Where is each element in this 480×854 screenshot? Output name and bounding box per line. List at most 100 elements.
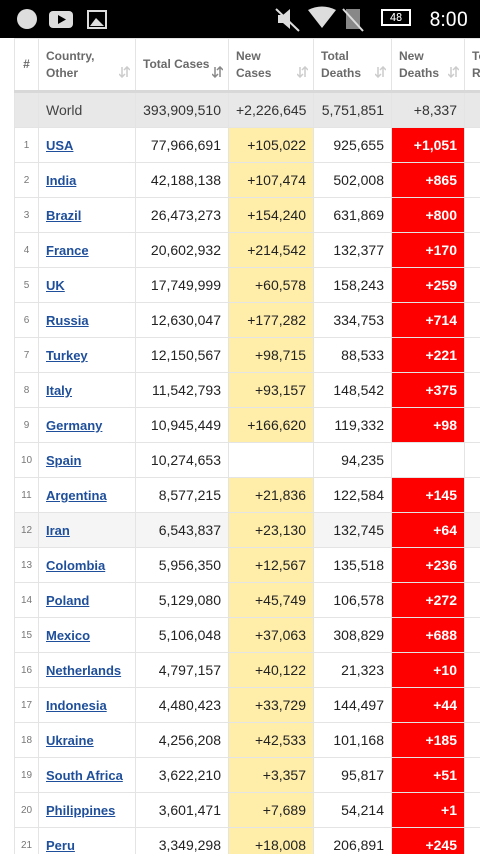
total-cases: 5,106,048: [135, 617, 229, 653]
total-cases: 11,542,793: [135, 372, 229, 408]
country: Iran: [38, 512, 136, 548]
total-deaths: 21,323: [313, 652, 392, 688]
new-deaths: +145: [391, 477, 465, 513]
country-row: 10 Spain 10,274,653 94,235: [14, 442, 480, 478]
country-link[interactable]: Russia: [46, 313, 89, 328]
total-deaths: 5,751,851: [313, 90, 392, 128]
row-number: 3: [14, 197, 39, 233]
column-header[interactable]: Country, Other: [38, 38, 136, 92]
country-link[interactable]: Turkey: [46, 348, 88, 363]
battery: 48: [381, 9, 411, 26]
country-link[interactable]: Brazil: [46, 208, 82, 223]
country-link[interactable]: Italy: [46, 383, 73, 398]
country-link[interactable]: Ukraine: [46, 733, 94, 748]
total-deaths: 95,817: [313, 757, 392, 793]
country-link[interactable]: Indonesia: [46, 698, 107, 713]
row-number: 16: [14, 652, 39, 688]
row-number: 10: [14, 442, 39, 478]
cell: [464, 512, 480, 548]
row-number: 11: [14, 477, 39, 513]
sort-icon: [297, 66, 308, 78]
total-deaths: 94,235: [313, 442, 392, 478]
column-header[interactable]: Total Cases: [135, 38, 229, 92]
column-header[interactable]: New Cases: [228, 38, 314, 92]
row-number: 20: [14, 792, 39, 828]
new-deaths: +800: [391, 197, 465, 233]
country-link[interactable]: Argentina: [46, 488, 107, 503]
country-row: 8 Italy 11,542,793 +93,157 148,542 +375: [14, 372, 480, 408]
new-deaths: +185: [391, 722, 465, 758]
country-link[interactable]: India: [46, 173, 77, 188]
country: Ukraine: [38, 722, 136, 758]
country-row: 15 Mexico 5,106,048 +37,063 308,829 +688: [14, 617, 480, 653]
country-link[interactable]: Peru: [46, 838, 75, 853]
total-cases: 3,349,298: [135, 827, 229, 854]
status-icons: [17, 9, 107, 29]
country-link[interactable]: Spain: [46, 453, 82, 468]
column-header[interactable]: Total Recovered: [464, 38, 480, 92]
new-deaths: +245: [391, 827, 465, 854]
total-cases: 393,909,510: [135, 90, 229, 128]
country-link[interactable]: Netherlands: [46, 663, 122, 678]
total-deaths: 925,655: [313, 127, 392, 163]
country: Mexico: [38, 617, 136, 653]
total-deaths: 308,829: [313, 617, 392, 653]
new-cases: +3,357: [228, 757, 314, 793]
country-link[interactable]: Mexico: [46, 628, 91, 643]
row-number: 4: [14, 232, 39, 268]
country: South Africa: [38, 757, 136, 793]
column-header[interactable]: Total Deaths: [313, 38, 392, 92]
row-number: 14: [14, 582, 39, 618]
row-number: 9: [14, 407, 39, 443]
country: Indonesia: [38, 687, 136, 723]
row-number: 5: [14, 267, 39, 303]
country-link[interactable]: UK: [46, 278, 65, 293]
new-deaths: [391, 442, 465, 478]
cell: [464, 127, 480, 163]
total-deaths: 101,168: [313, 722, 392, 758]
country-link[interactable]: Philippines: [46, 803, 116, 818]
total-deaths: 54,214: [313, 792, 392, 828]
cell: [464, 162, 480, 198]
total-cases: 26,473,273: [135, 197, 229, 233]
new-deaths: +236: [391, 547, 465, 583]
row-number: 2: [14, 162, 39, 198]
country-link[interactable]: Colombia: [46, 558, 106, 573]
column-header: #: [14, 38, 39, 92]
country-link[interactable]: Poland: [46, 593, 90, 608]
country-row: 13 Colombia 5,956,350 +12,567 135,518 +236: [14, 547, 480, 583]
total-cases: 20,602,932: [135, 232, 229, 268]
country-link[interactable]: Germany: [46, 418, 103, 433]
world-row: World 393,909,510 +2,226,645 5,751,851 +8,33…: [14, 90, 480, 128]
country-row: 4 France 20,602,932 +214,542 132,377 +170: [14, 232, 480, 268]
country-link[interactable]: USA: [46, 138, 74, 153]
country-link[interactable]: France: [46, 243, 89, 258]
country-row: 3 Brazil 26,473,273 +154,240 631,869 +800: [14, 197, 480, 233]
new-cases: +98,715: [228, 337, 314, 373]
sort-icon: [119, 66, 130, 78]
new-deaths: +375: [391, 372, 465, 408]
total-cases: 5,956,350: [135, 547, 229, 583]
cell: [464, 302, 480, 338]
new-deaths: +98: [391, 407, 465, 443]
country-link[interactable]: Iran: [46, 523, 70, 538]
new-cases: +214,542: [228, 232, 314, 268]
country: Argentina: [38, 477, 136, 513]
new-cases: +166,620: [228, 407, 314, 443]
country-row: 18 Ukraine 4,256,208 +42,533 101,168 +185: [14, 722, 480, 758]
country-link[interactable]: South Africa: [46, 768, 123, 783]
new-cases: +40,122: [228, 652, 314, 688]
total-deaths: 135,518: [313, 547, 392, 583]
new-deaths: +221: [391, 337, 465, 373]
cell: [464, 197, 480, 233]
column-header[interactable]: New Deaths: [391, 38, 465, 92]
cell: [464, 827, 480, 854]
country: Brazil: [38, 197, 136, 233]
cell: [464, 90, 480, 128]
new-deaths: +44: [391, 687, 465, 723]
total-deaths: 132,745: [313, 512, 392, 548]
new-deaths: +51: [391, 757, 465, 793]
total-deaths: 132,377: [313, 232, 392, 268]
cell: [464, 792, 480, 828]
new-cases: +60,578: [228, 267, 314, 303]
